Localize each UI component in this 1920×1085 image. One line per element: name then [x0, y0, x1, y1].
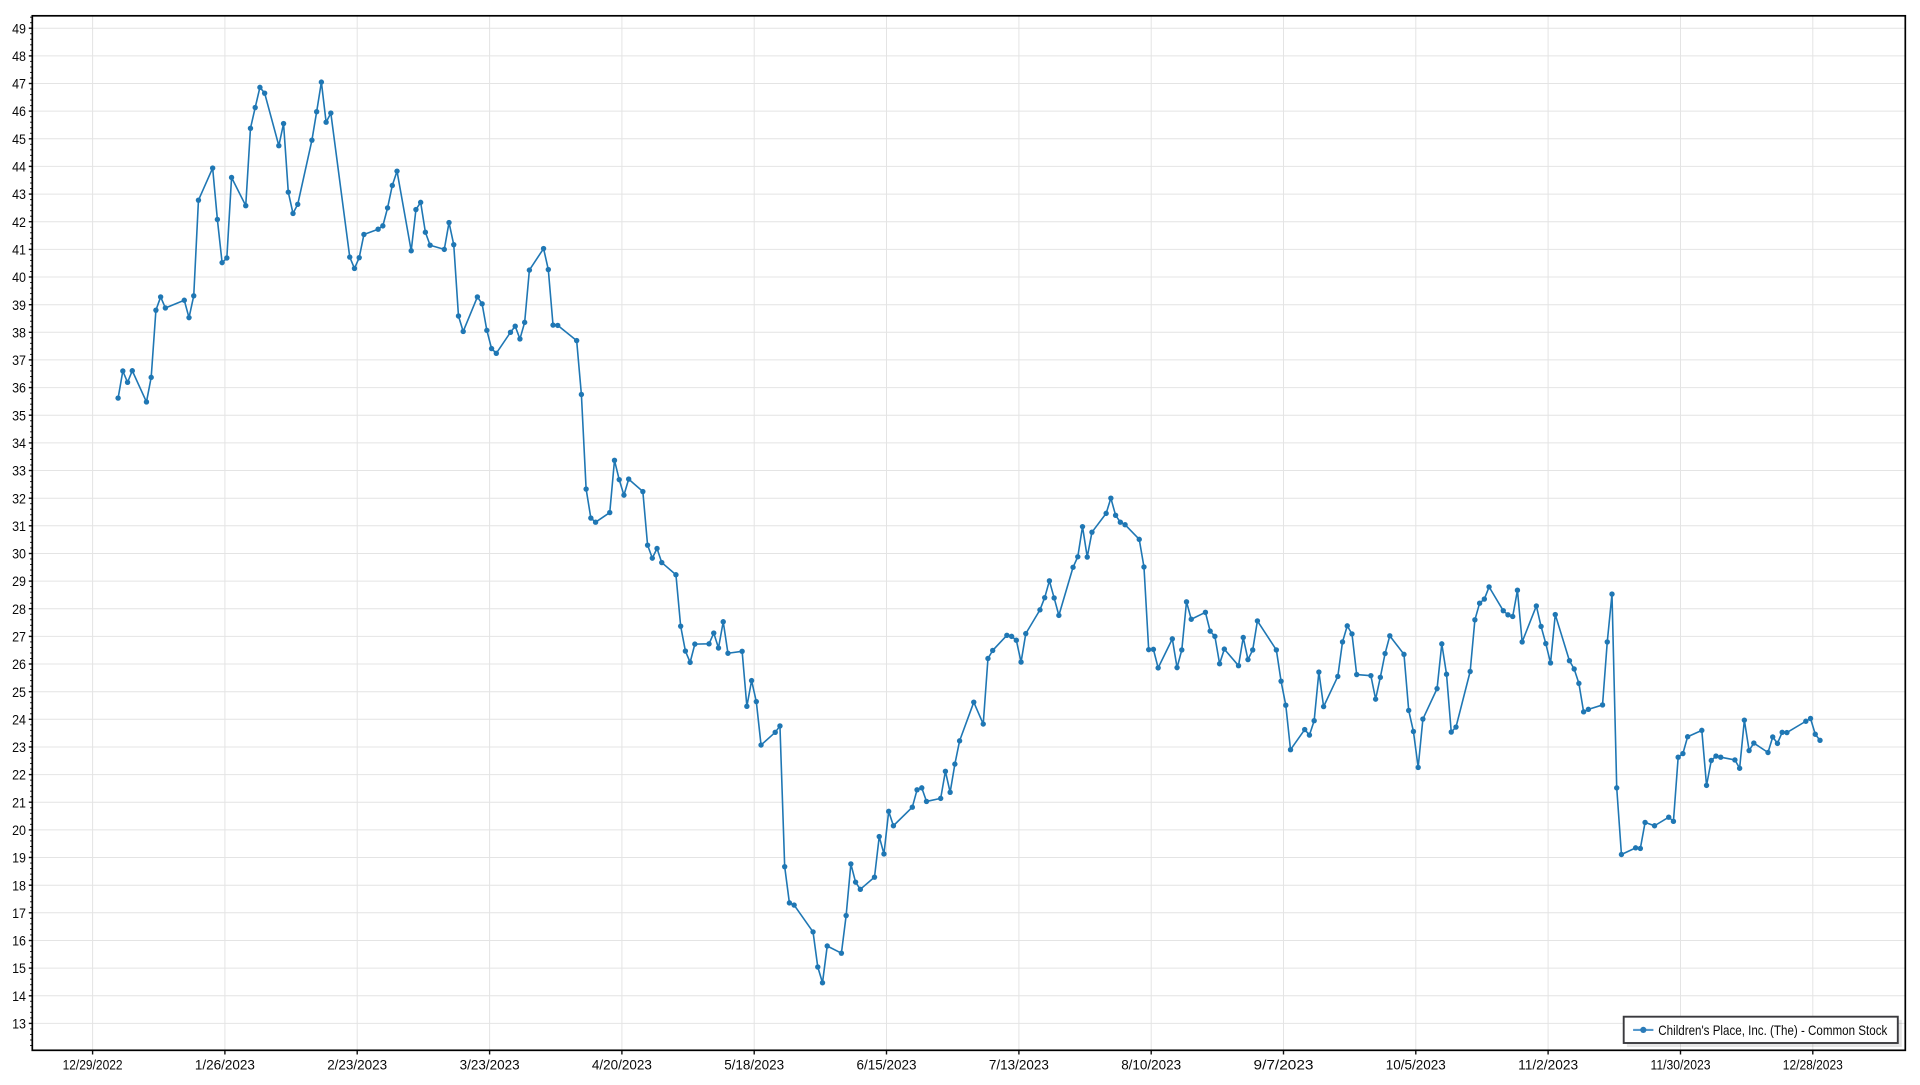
- svg-text:33: 33: [12, 463, 26, 479]
- svg-text:47: 47: [12, 76, 26, 92]
- svg-text:48: 48: [12, 48, 26, 64]
- svg-text:29: 29: [12, 573, 26, 589]
- svg-text:19: 19: [12, 850, 26, 866]
- svg-text:7/13/2023: 7/13/2023: [989, 1057, 1049, 1073]
- svg-text:11/30/2023: 11/30/2023: [1651, 1057, 1711, 1073]
- svg-text:17: 17: [12, 905, 26, 921]
- svg-text:18: 18: [12, 877, 26, 893]
- svg-text:24: 24: [12, 711, 26, 727]
- svg-text:45: 45: [12, 131, 26, 147]
- svg-text:12/28/2023: 12/28/2023: [1783, 1057, 1843, 1073]
- svg-text:27: 27: [12, 629, 26, 645]
- svg-text:42: 42: [12, 214, 26, 230]
- svg-text:14: 14: [12, 988, 26, 1004]
- svg-text:15: 15: [12, 960, 26, 976]
- svg-text:21: 21: [12, 794, 26, 810]
- svg-text:36: 36: [12, 380, 26, 396]
- svg-text:3/23/2023: 3/23/2023: [460, 1057, 520, 1073]
- svg-text:8/10/2023: 8/10/2023: [1121, 1057, 1181, 1073]
- svg-text:13: 13: [12, 1016, 26, 1032]
- svg-text:49: 49: [12, 20, 26, 36]
- svg-text:30: 30: [12, 546, 26, 562]
- svg-text:43: 43: [12, 186, 26, 202]
- svg-text:41: 41: [12, 242, 26, 258]
- svg-text:44: 44: [12, 159, 26, 175]
- svg-text:31: 31: [12, 518, 26, 534]
- svg-text:20: 20: [12, 822, 26, 838]
- svg-text:22: 22: [12, 767, 26, 783]
- svg-text:12/29/2022: 12/29/2022: [63, 1057, 123, 1073]
- svg-text:4/20/2023: 4/20/2023: [592, 1057, 652, 1073]
- svg-text:Children's Place, Inc. (The) -: Children's Place, Inc. (The) - Common St…: [1658, 1022, 1888, 1038]
- svg-text:46: 46: [12, 103, 26, 119]
- svg-text:37: 37: [12, 352, 26, 368]
- svg-text:40: 40: [12, 269, 26, 285]
- svg-text:25: 25: [12, 684, 26, 700]
- svg-text:39: 39: [12, 297, 26, 313]
- svg-text:5/18/2023: 5/18/2023: [724, 1057, 784, 1073]
- svg-text:26: 26: [12, 656, 26, 672]
- svg-text:34: 34: [12, 435, 26, 451]
- svg-text:10/5/2023: 10/5/2023: [1386, 1057, 1446, 1073]
- svg-text:38: 38: [12, 324, 26, 340]
- svg-text:23: 23: [12, 739, 26, 755]
- svg-text:11/2/2023: 11/2/2023: [1518, 1057, 1578, 1073]
- svg-text:2/23/2023: 2/23/2023: [327, 1057, 387, 1073]
- svg-text:32: 32: [12, 490, 26, 506]
- svg-text:16: 16: [12, 933, 26, 949]
- svg-text:9/7/2023: 9/7/2023: [1254, 1057, 1314, 1073]
- svg-text:1/26/2023: 1/26/2023: [195, 1057, 255, 1073]
- svg-text:28: 28: [12, 601, 26, 617]
- svg-text:35: 35: [12, 407, 26, 423]
- svg-text:6/15/2023: 6/15/2023: [857, 1057, 917, 1073]
